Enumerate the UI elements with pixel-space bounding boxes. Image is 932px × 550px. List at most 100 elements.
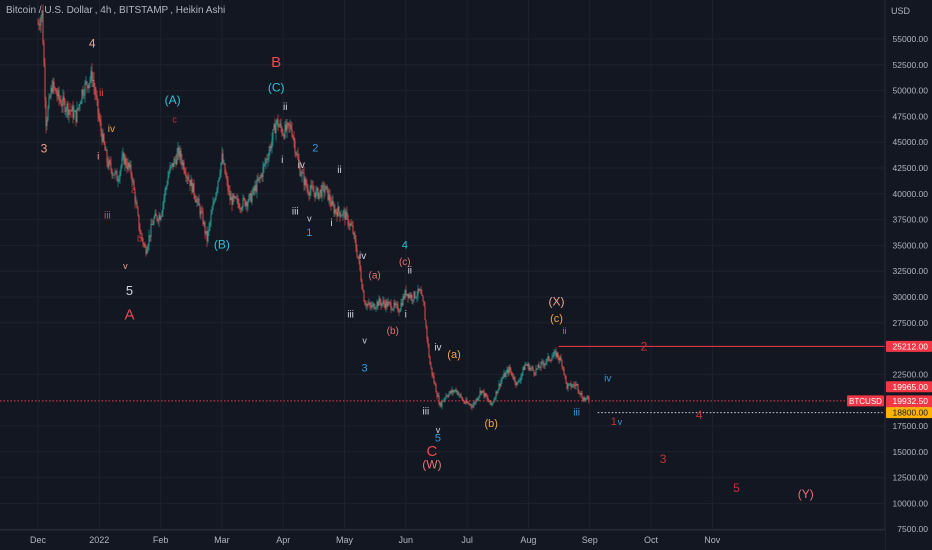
candle-body	[168, 172, 170, 177]
candle-body	[470, 404, 472, 406]
candle-body	[369, 303, 371, 306]
candle-body	[511, 372, 513, 376]
candle-body	[579, 392, 581, 395]
candle-body	[397, 304, 399, 312]
wave-label: (C)	[268, 81, 285, 95]
candle-body	[418, 288, 420, 291]
wave-label: (a)	[369, 270, 381, 281]
candle-body	[52, 81, 54, 93]
candle-body	[226, 177, 228, 181]
wave-label: (c)	[550, 313, 563, 325]
wave-label: 4	[402, 239, 408, 251]
candle-body	[131, 174, 133, 182]
candle-body	[37, 23, 39, 25]
candle-body	[546, 358, 548, 362]
candle-body	[496, 391, 498, 394]
svg-text:19965.00: 19965.00	[893, 382, 929, 392]
candle-body	[410, 295, 412, 298]
candle-body	[321, 185, 323, 197]
candle-body	[346, 211, 348, 216]
candle-body	[255, 185, 257, 192]
candle-body	[66, 103, 68, 111]
candle-body	[402, 296, 404, 306]
wave-label: i	[405, 310, 407, 321]
candle-body	[333, 205, 335, 214]
candle-body	[548, 356, 550, 361]
candle-body	[473, 402, 475, 406]
candle-body	[434, 382, 436, 385]
candle-body	[150, 224, 152, 237]
time-axis[interactable]	[0, 530, 885, 550]
candle-body	[379, 298, 381, 303]
candle-body	[445, 395, 447, 399]
candle-body	[76, 108, 78, 123]
candle-body	[104, 143, 106, 151]
candle-body	[506, 369, 508, 373]
candle-body	[178, 147, 180, 157]
candle-body	[386, 301, 388, 307]
wave-label: (X)	[549, 294, 565, 308]
candle-body	[516, 382, 518, 386]
candle-body	[520, 376, 522, 381]
candle-body	[107, 162, 109, 168]
svg-text:BTCUSD: BTCUSD	[849, 397, 882, 406]
candle-body	[128, 162, 130, 168]
candle-body	[390, 302, 392, 310]
candle-body	[200, 210, 202, 215]
candle-body	[83, 95, 85, 96]
wave-label: iv	[298, 160, 305, 171]
candle-body	[468, 403, 470, 405]
candle-body	[409, 294, 411, 298]
candle-body	[195, 199, 197, 203]
price-tick-label: 47500.00	[893, 111, 929, 121]
candle-body	[244, 198, 246, 206]
candle-body	[323, 185, 325, 193]
candle-body	[49, 96, 51, 98]
wave-label: v	[307, 214, 312, 224]
candle-body	[162, 203, 164, 212]
candle-body	[62, 96, 64, 106]
candle-body	[203, 222, 205, 225]
candle-body	[240, 208, 242, 210]
candle-body	[61, 105, 63, 107]
candle-body	[109, 160, 111, 163]
candle-body	[499, 383, 501, 386]
price-axis[interactable]	[885, 0, 932, 550]
time-tick-label: 2022	[89, 535, 109, 545]
time-tick-label: Feb	[153, 535, 169, 545]
candle-body	[96, 95, 98, 100]
candle-body	[576, 384, 578, 385]
candle-body	[77, 108, 79, 110]
candle-body	[290, 125, 292, 129]
candle-body	[523, 367, 525, 370]
candle-body	[279, 123, 281, 126]
candle-body	[231, 197, 233, 205]
wave-label: (Y)	[798, 487, 814, 501]
candle-body	[185, 173, 187, 178]
candle-body	[74, 110, 76, 112]
candle-body	[144, 244, 146, 248]
candle-body	[156, 215, 158, 220]
candle-body	[438, 395, 440, 405]
wave-label: iv	[359, 251, 366, 262]
candle-body	[519, 380, 521, 382]
candle-body	[111, 169, 113, 176]
candle-body	[287, 122, 289, 124]
candle-body	[331, 200, 333, 206]
candle-body	[491, 403, 493, 405]
candle-body	[414, 291, 416, 298]
candle-body	[456, 391, 458, 393]
candle-body	[328, 194, 330, 200]
price-tick-label: 15000.00	[893, 447, 929, 457]
candle-body	[314, 192, 316, 198]
candle-body	[577, 384, 579, 391]
candle-body	[378, 298, 380, 306]
candle-body	[380, 302, 382, 306]
candle-body	[454, 389, 456, 391]
candle-body	[45, 100, 47, 126]
candle-body	[286, 122, 288, 131]
candle-body	[383, 300, 385, 304]
candle-body	[568, 383, 570, 385]
candle-body	[580, 393, 582, 395]
